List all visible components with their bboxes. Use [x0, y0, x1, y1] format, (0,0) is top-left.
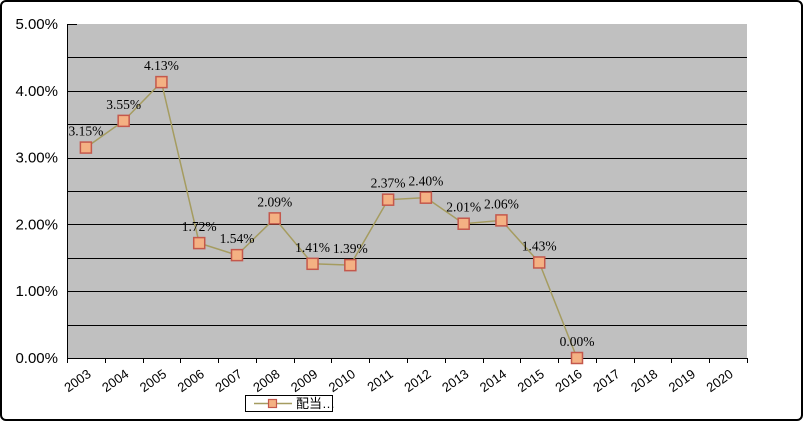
- data-point-label: 2.37%: [371, 176, 406, 191]
- data-point-marker: [344, 258, 357, 272]
- x-axis-year-label: 2020: [704, 366, 736, 395]
- data-point-label: 2.40%: [408, 174, 443, 189]
- data-point-label: 4.13%: [144, 58, 179, 73]
- x-axis-year-label: 2004: [99, 366, 131, 395]
- data-point-marker: [79, 141, 93, 154]
- data-point-marker: [117, 114, 130, 128]
- y-axis-tick-label: 3.00%: [15, 150, 58, 167]
- y-axis-tick-label: 1.00%: [15, 283, 58, 300]
- data-point-marker: [495, 214, 508, 227]
- x-axis-year-label: 2003: [61, 366, 93, 395]
- data-point-label: 0.00%: [560, 334, 595, 349]
- x-axis-year-label: 2006: [175, 366, 207, 395]
- data-point-marker: [457, 217, 470, 230]
- data-point-marker: [419, 191, 433, 204]
- x-axis-year-label: 2010: [326, 366, 358, 395]
- x-axis-year-label: 2019: [666, 366, 698, 395]
- x-axis-year-label: 2018: [628, 366, 660, 395]
- data-point-label: 1.43%: [522, 238, 557, 253]
- data-point-label: 2.01%: [446, 200, 481, 215]
- data-point-label: 2.09%: [257, 194, 292, 209]
- x-axis-year-label: 2009: [288, 366, 320, 395]
- chart-legend[interactable]: 配当…: [245, 395, 336, 412]
- legend-series-label: 配当…: [296, 396, 336, 411]
- y-axis-tick-label: 4.00%: [15, 83, 58, 100]
- data-point-marker: [570, 351, 584, 365]
- data-point-label: 2.06%: [484, 196, 519, 211]
- data-point-marker: [306, 257, 319, 271]
- data-point-marker: [230, 248, 244, 262]
- data-point-marker: [532, 256, 546, 269]
- data-point-label: 1.72%: [182, 219, 217, 234]
- legend-series-marker-icon: [254, 398, 292, 409]
- data-point-label: 3.55%: [106, 97, 141, 112]
- x-axis-year-label: 2005: [137, 366, 169, 395]
- y-axis-tick-label: 2.00%: [15, 216, 58, 233]
- y-axis-tick-label: 5.00%: [15, 16, 58, 33]
- x-axis-year-label: 2012: [401, 366, 433, 395]
- data-point-marker: [192, 236, 206, 250]
- data-point-label: 3.15%: [68, 124, 103, 139]
- data-point-marker: [268, 212, 282, 225]
- data-point-label: 1.41%: [295, 240, 330, 255]
- x-axis-year-label: 2014: [477, 366, 509, 395]
- x-axis-year-label: 2013: [439, 366, 471, 395]
- series-line: [85, 80, 578, 359]
- y-axis-tick-label: 0.00%: [15, 350, 58, 367]
- data-point-label: 1.39%: [333, 241, 368, 256]
- x-axis-year-label: 2016: [552, 366, 584, 395]
- x-axis-year-label: 2015: [515, 366, 547, 395]
- x-axis-year-label: 2008: [250, 366, 282, 395]
- data-point-marker: [381, 193, 395, 206]
- data-point-marker: [155, 75, 168, 89]
- x-axis-year-label: 2011: [364, 366, 396, 394]
- x-axis-year-label: 2017: [590, 366, 622, 395]
- x-axis-year-label: 2007: [212, 366, 244, 395]
- data-point-label: 1.54%: [220, 231, 255, 246]
